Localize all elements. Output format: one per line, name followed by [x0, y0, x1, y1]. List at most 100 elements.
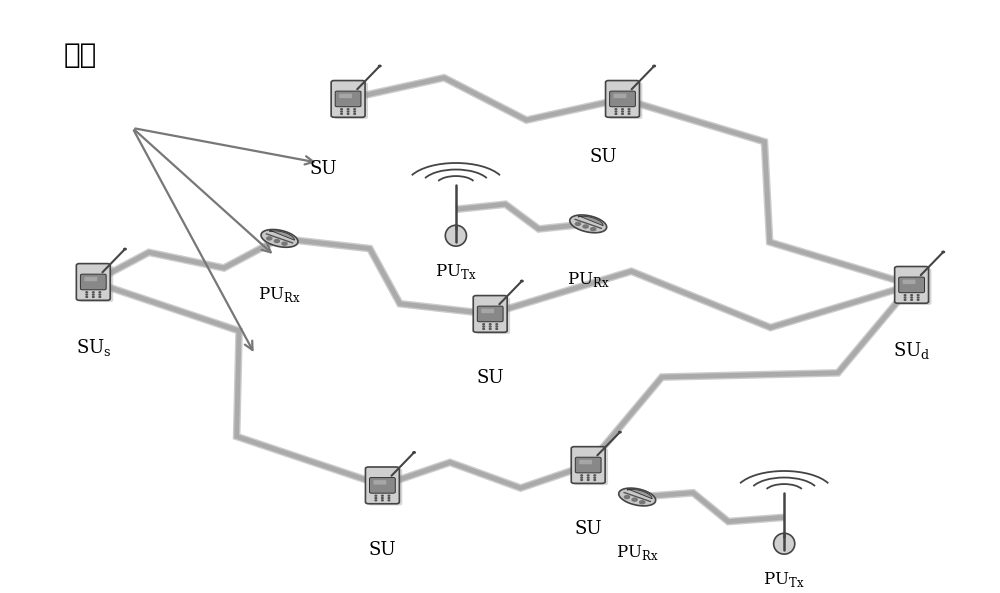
Circle shape	[489, 324, 491, 325]
Polygon shape	[269, 230, 294, 240]
FancyBboxPatch shape	[898, 268, 931, 305]
Circle shape	[483, 326, 484, 327]
Circle shape	[388, 498, 390, 499]
FancyBboxPatch shape	[76, 264, 110, 300]
FancyBboxPatch shape	[574, 448, 608, 485]
Circle shape	[86, 296, 88, 298]
Circle shape	[587, 477, 589, 478]
Circle shape	[575, 222, 581, 225]
Circle shape	[92, 294, 94, 295]
Circle shape	[347, 113, 349, 114]
Text: SU: SU	[589, 148, 617, 166]
FancyBboxPatch shape	[895, 266, 929, 303]
Circle shape	[124, 248, 126, 250]
Circle shape	[347, 111, 349, 112]
Circle shape	[581, 477, 582, 478]
Polygon shape	[261, 229, 298, 247]
Circle shape	[99, 294, 101, 295]
Circle shape	[622, 109, 623, 110]
Circle shape	[86, 292, 88, 293]
Circle shape	[619, 431, 621, 433]
FancyBboxPatch shape	[334, 82, 368, 119]
Circle shape	[904, 299, 906, 300]
FancyBboxPatch shape	[575, 457, 601, 473]
Circle shape	[911, 297, 912, 298]
FancyBboxPatch shape	[370, 477, 395, 493]
Ellipse shape	[445, 225, 466, 246]
Polygon shape	[619, 488, 656, 506]
Circle shape	[267, 237, 272, 240]
Circle shape	[904, 297, 906, 298]
Polygon shape	[578, 216, 603, 226]
Circle shape	[92, 296, 94, 298]
FancyBboxPatch shape	[899, 277, 924, 293]
Circle shape	[354, 111, 355, 112]
Circle shape	[632, 498, 637, 501]
Text: PU$_\mathregular{Rx}$: PU$_\mathregular{Rx}$	[258, 285, 301, 304]
Text: PU$_\mathregular{Tx}$: PU$_\mathregular{Tx}$	[435, 262, 477, 280]
Text: SU: SU	[310, 160, 337, 178]
FancyBboxPatch shape	[80, 274, 106, 290]
FancyBboxPatch shape	[571, 447, 605, 483]
Circle shape	[341, 111, 342, 112]
Circle shape	[483, 324, 484, 325]
FancyBboxPatch shape	[373, 480, 386, 484]
FancyBboxPatch shape	[368, 468, 402, 505]
FancyBboxPatch shape	[481, 309, 494, 313]
Circle shape	[628, 113, 630, 114]
FancyBboxPatch shape	[579, 460, 592, 464]
FancyBboxPatch shape	[610, 91, 635, 107]
FancyBboxPatch shape	[476, 297, 510, 334]
Circle shape	[354, 113, 355, 114]
Circle shape	[628, 111, 630, 112]
FancyBboxPatch shape	[365, 467, 399, 503]
Circle shape	[581, 475, 582, 476]
Ellipse shape	[774, 533, 795, 554]
Circle shape	[274, 240, 280, 243]
FancyBboxPatch shape	[79, 265, 113, 302]
Text: PU$_\mathregular{Tx}$: PU$_\mathregular{Tx}$	[763, 570, 805, 589]
Text: 路径: 路径	[64, 41, 97, 69]
Circle shape	[99, 296, 101, 298]
Circle shape	[341, 109, 342, 110]
Circle shape	[382, 498, 383, 499]
Circle shape	[92, 292, 94, 293]
Circle shape	[341, 113, 342, 114]
Circle shape	[917, 299, 919, 300]
Circle shape	[282, 242, 287, 245]
Circle shape	[911, 295, 912, 296]
Circle shape	[942, 251, 945, 253]
Circle shape	[628, 109, 630, 110]
FancyBboxPatch shape	[339, 94, 352, 98]
FancyBboxPatch shape	[608, 82, 642, 119]
FancyBboxPatch shape	[473, 295, 507, 332]
Circle shape	[382, 500, 383, 501]
FancyBboxPatch shape	[903, 280, 916, 284]
Circle shape	[615, 111, 617, 112]
Circle shape	[521, 280, 523, 282]
Circle shape	[489, 326, 491, 327]
Circle shape	[615, 109, 617, 110]
Circle shape	[378, 65, 381, 67]
Circle shape	[615, 113, 617, 114]
Circle shape	[911, 299, 912, 300]
Circle shape	[99, 292, 101, 293]
Circle shape	[624, 496, 630, 499]
FancyBboxPatch shape	[331, 81, 365, 117]
Circle shape	[86, 294, 88, 295]
FancyBboxPatch shape	[335, 91, 361, 107]
Circle shape	[413, 452, 415, 453]
Circle shape	[388, 495, 390, 496]
Circle shape	[382, 495, 383, 496]
Circle shape	[591, 228, 596, 231]
Text: SU$_\mathregular{d}$: SU$_\mathregular{d}$	[893, 340, 930, 361]
Circle shape	[375, 498, 377, 499]
Text: SU$_\mathregular{s}$: SU$_\mathregular{s}$	[76, 337, 111, 358]
Polygon shape	[570, 215, 607, 233]
Circle shape	[496, 324, 498, 325]
FancyBboxPatch shape	[606, 81, 639, 117]
Circle shape	[354, 109, 355, 110]
Text: PU$_\mathregular{Rx}$: PU$_\mathregular{Rx}$	[616, 543, 658, 563]
Circle shape	[917, 297, 919, 298]
Circle shape	[653, 65, 655, 67]
